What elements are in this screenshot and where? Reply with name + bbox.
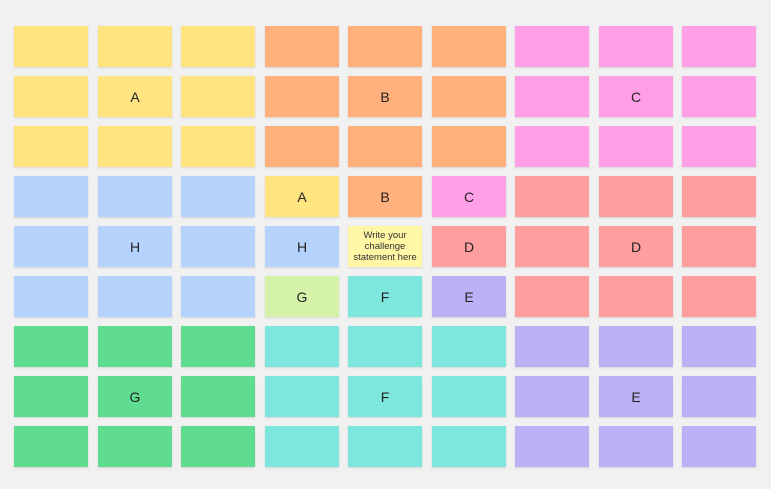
sticky-note[interactable]	[181, 376, 255, 417]
sticky-note[interactable]: A	[265, 176, 339, 217]
sticky-note[interactable]	[682, 426, 756, 467]
sticky-note[interactable]	[682, 226, 756, 267]
sticky-note[interactable]	[599, 126, 673, 167]
sticky-note[interactable]	[348, 426, 422, 467]
sticky-note[interactable]	[181, 226, 255, 267]
sticky-note[interactable]: D	[432, 226, 506, 267]
sticky-note[interactable]: B	[348, 176, 422, 217]
sticky-note[interactable]: D	[599, 226, 673, 267]
sticky-note[interactable]: F	[348, 276, 422, 317]
sticky-note[interactable]	[682, 176, 756, 217]
sticky-note[interactable]	[599, 326, 673, 367]
sticky-note[interactable]	[682, 126, 756, 167]
sticky-note[interactable]	[599, 176, 673, 217]
sticky-note[interactable]	[14, 276, 88, 317]
sticky-note[interactable]	[181, 276, 255, 317]
sticky-note[interactable]	[432, 426, 506, 467]
sticky-note[interactable]	[265, 26, 339, 67]
sticky-note[interactable]: H	[265, 226, 339, 267]
sticky-note[interactable]	[682, 276, 756, 317]
sticky-note[interactable]	[682, 326, 756, 367]
sticky-note[interactable]	[98, 426, 172, 467]
sticky-note[interactable]: E	[432, 276, 506, 317]
sticky-note[interactable]	[515, 276, 589, 317]
sticky-note[interactable]	[14, 426, 88, 467]
sticky-note[interactable]	[181, 326, 255, 367]
sticky-note[interactable]	[348, 126, 422, 167]
sticky-note[interactable]: C	[599, 76, 673, 117]
sticky-note[interactable]	[14, 326, 88, 367]
sticky-note[interactable]	[181, 126, 255, 167]
sticky-note[interactable]	[14, 26, 88, 67]
sticky-note[interactable]	[515, 326, 589, 367]
sticky-note[interactable]	[265, 326, 339, 367]
sticky-note[interactable]	[348, 26, 422, 67]
sticky-note[interactable]: E	[599, 376, 673, 417]
sticky-note[interactable]	[432, 376, 506, 417]
sticky-note[interactable]	[98, 326, 172, 367]
sticky-note[interactable]: B	[348, 76, 422, 117]
sticky-note[interactable]	[181, 426, 255, 467]
sticky-note[interactable]	[432, 76, 506, 117]
sticky-note[interactable]: C	[432, 176, 506, 217]
sticky-note[interactable]	[265, 76, 339, 117]
sticky-note[interactable]	[181, 176, 255, 217]
sticky-note[interactable]	[432, 326, 506, 367]
sticky-note[interactable]	[265, 426, 339, 467]
sticky-note[interactable]	[682, 26, 756, 67]
sticky-note[interactable]	[599, 426, 673, 467]
sticky-note[interactable]	[432, 26, 506, 67]
sticky-note[interactable]	[98, 176, 172, 217]
sticky-note[interactable]	[515, 126, 589, 167]
sticky-note[interactable]	[515, 176, 589, 217]
sticky-note[interactable]	[14, 376, 88, 417]
sticky-note[interactable]	[181, 76, 255, 117]
sticky-note[interactable]	[14, 176, 88, 217]
sticky-note[interactable]: H	[98, 226, 172, 267]
sticky-note[interactable]	[515, 426, 589, 467]
sticky-note[interactable]: G	[98, 376, 172, 417]
sticky-note[interactable]	[98, 126, 172, 167]
sticky-note[interactable]: A	[98, 76, 172, 117]
sticky-note[interactable]: G	[265, 276, 339, 317]
sticky-note[interactable]	[14, 76, 88, 117]
sticky-note[interactable]	[265, 126, 339, 167]
sticky-note[interactable]	[682, 376, 756, 417]
sticky-note[interactable]	[515, 26, 589, 67]
sticky-note[interactable]	[599, 276, 673, 317]
sticky-note[interactable]	[265, 376, 339, 417]
sticky-note[interactable]	[14, 126, 88, 167]
sticky-note[interactable]	[181, 26, 255, 67]
challenge-statement-note[interactable]: Write your challenge statement here	[348, 226, 422, 267]
sticky-note[interactable]	[515, 76, 589, 117]
sticky-note[interactable]	[348, 326, 422, 367]
sticky-note[interactable]	[515, 376, 589, 417]
sticky-note[interactable]	[14, 226, 88, 267]
sticky-note[interactable]	[515, 226, 589, 267]
sticky-note[interactable]	[98, 276, 172, 317]
sticky-note[interactable]	[599, 26, 673, 67]
sticky-note[interactable]: F	[348, 376, 422, 417]
sticky-note[interactable]	[432, 126, 506, 167]
sticky-note[interactable]	[98, 26, 172, 67]
sticky-note[interactable]	[682, 76, 756, 117]
